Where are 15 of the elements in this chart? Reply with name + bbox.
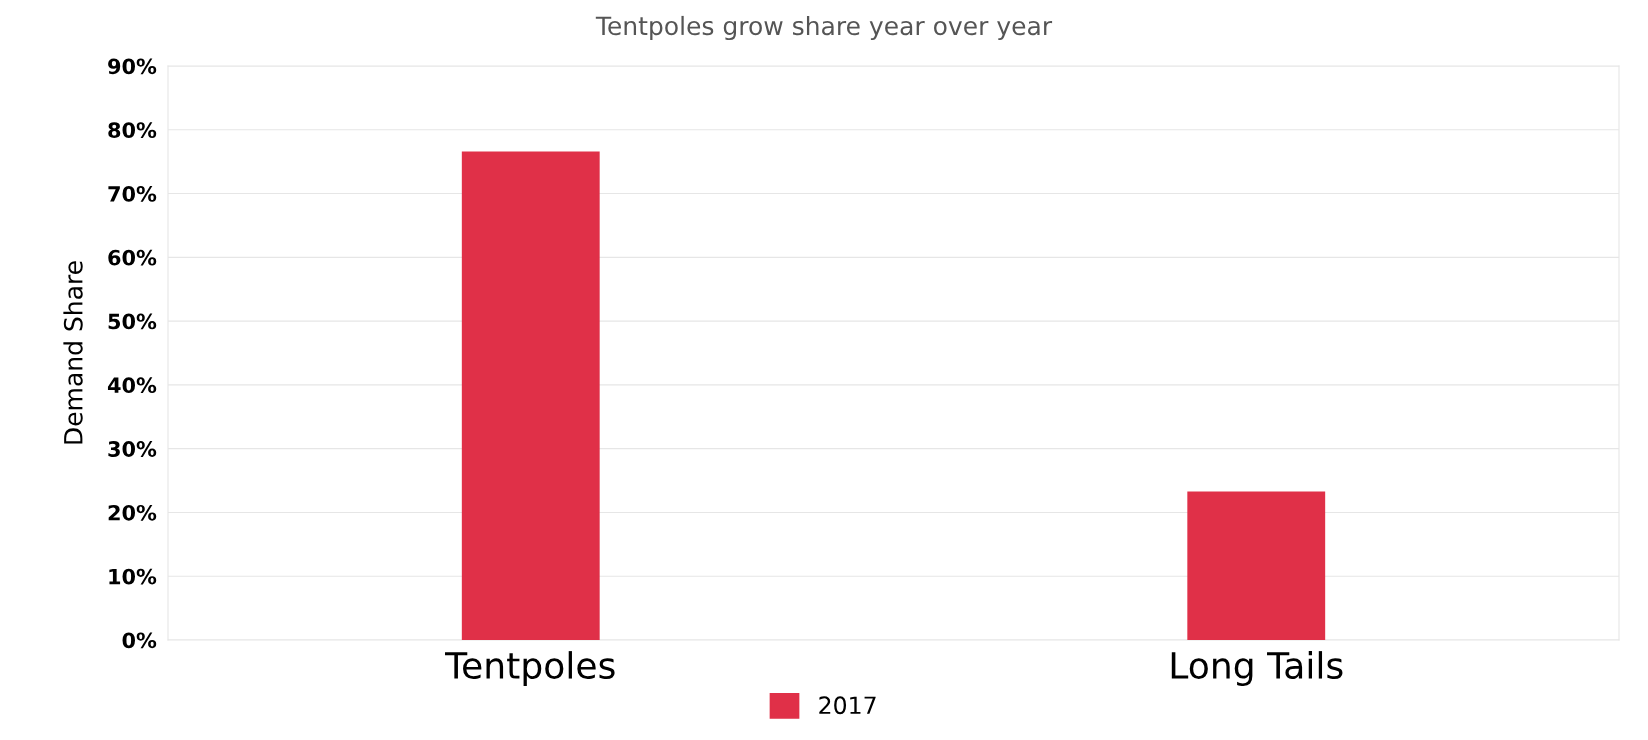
y-tick-label: 60% [108,249,157,266]
y-tick-label: 30% [108,441,157,457]
y-tick-label: 70% [108,186,157,202]
y-tick-label: 80% [108,122,157,138]
y-axis-title: Demand Share [63,261,83,444]
y-tick-label: 90% [108,58,157,75]
chart-title: Tentpoles grow share year over year [595,15,1053,41]
y-tick-label: 50% [108,313,157,330]
legend-label: 2017 [819,696,876,715]
y-tick-label: 0% [122,632,157,649]
y-tick-label: 20% [108,504,157,521]
y-tick-label: 10% [109,568,157,585]
x-tick-label: Tentpoles [445,651,615,687]
x-tick-label: Long Tails [1171,651,1343,687]
y-tick-label: 40% [107,377,157,394]
